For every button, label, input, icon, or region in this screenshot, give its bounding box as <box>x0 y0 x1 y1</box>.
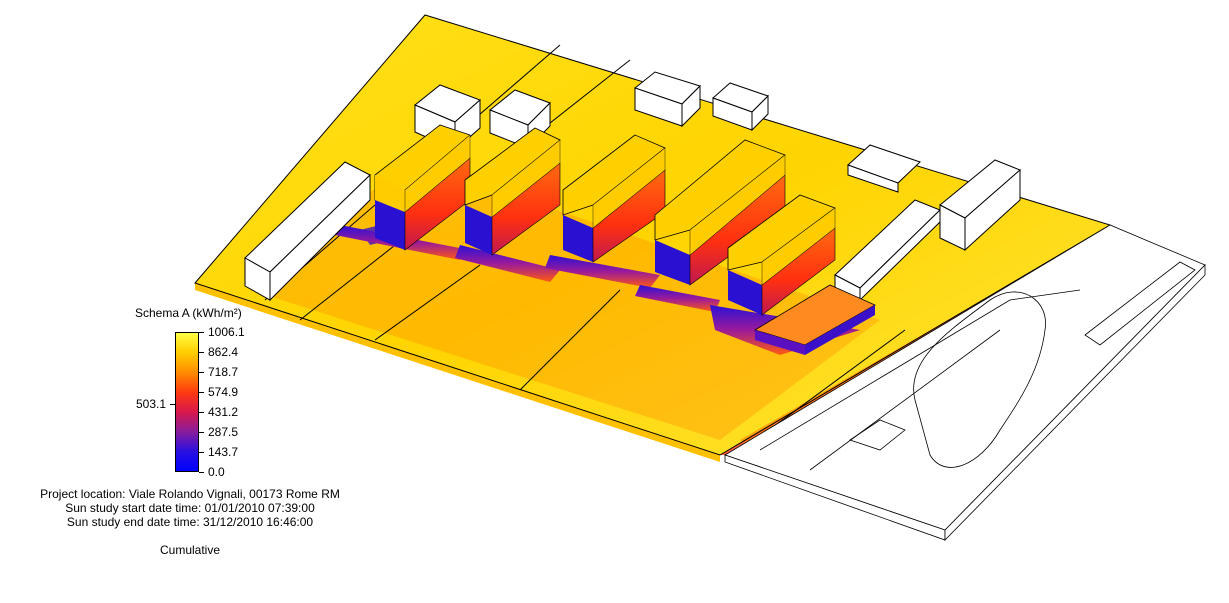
legend-tick-mark <box>199 352 204 353</box>
sun-study-end: Sun study end date time: 31/12/2010 16:4… <box>66 515 314 529</box>
legend-tick-label: 143.7 <box>208 445 239 459</box>
legend-tick-mark <box>199 372 204 373</box>
context-buildings <box>244 71 1021 302</box>
project-location: Project location: Viale Rolando Vignali,… <box>40 487 340 501</box>
park-area <box>724 224 1206 541</box>
legend-tick-label: 431.2 <box>208 405 239 419</box>
legend-tick-mark <box>199 392 204 393</box>
legend-tick-label: 1006.1 <box>208 325 245 339</box>
building-block-1 <box>374 124 471 251</box>
color-scale-bar <box>175 332 199 472</box>
legend-tick-label: 0.0 <box>208 465 225 479</box>
building-block-2 <box>464 127 561 256</box>
legend-tick-mark <box>199 472 204 473</box>
legend-title: Schema A (kWh/m²) <box>135 306 242 320</box>
building-block-3 <box>562 134 666 263</box>
legend-tick-mark <box>199 412 204 413</box>
project-info: Project location: Viale Rolando Vignali,… <box>20 487 360 529</box>
legend-tick-label: 718.7 <box>208 365 239 379</box>
study-mode: Cumulative <box>159 543 221 557</box>
sun-study-start: Sun study start date time: 01/01/2010 07… <box>65 501 315 515</box>
legend-tick-mark <box>199 452 204 453</box>
apartment-blocks <box>374 124 876 355</box>
legend-tick-mark <box>199 332 204 333</box>
building-block-5 <box>727 194 836 316</box>
legend-tick-label: 574.9 <box>208 385 239 399</box>
legend-mid-mark <box>170 404 175 405</box>
building-block-4 <box>654 139 786 286</box>
legend-mid-value: 503.1 <box>136 397 167 411</box>
legend-tick-label: 862.4 <box>208 345 239 359</box>
legend-tick-mark <box>199 432 204 433</box>
legend-tick-label: 287.5 <box>208 425 239 439</box>
